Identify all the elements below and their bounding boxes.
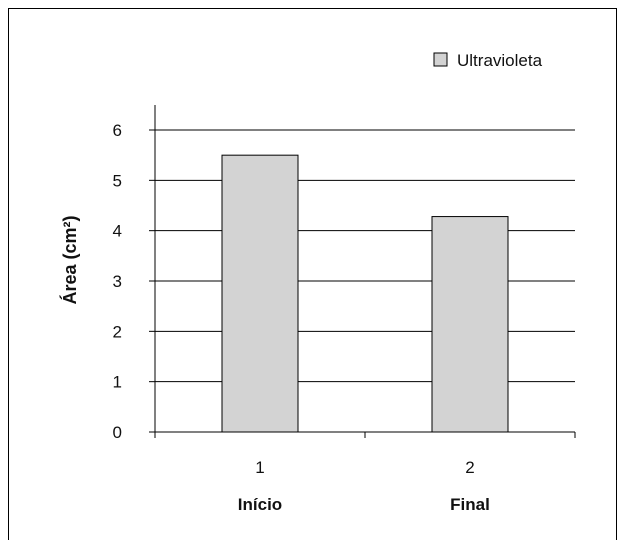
y-axis-title: Área (cm²) xyxy=(59,215,80,304)
x-tick-label: 1 xyxy=(255,458,264,477)
x-tick-label: 2 xyxy=(465,458,474,477)
y-tick-label: 6 xyxy=(113,121,122,140)
gridlines xyxy=(155,129,575,383)
legend-swatch xyxy=(433,52,448,67)
bar-2 xyxy=(431,216,509,433)
y-tick-label: 3 xyxy=(113,272,122,291)
category-name-label: Início xyxy=(238,495,282,514)
legend: Ultravioleta xyxy=(433,51,543,70)
y-tick-label: 4 xyxy=(113,222,122,241)
bars xyxy=(221,154,509,433)
y-tick-label: 0 xyxy=(113,423,122,442)
y-tick-label: 1 xyxy=(113,373,122,392)
y-tick-label: 2 xyxy=(113,322,122,341)
legend-label: Ultravioleta xyxy=(457,51,543,70)
bar-1 xyxy=(221,154,299,433)
chart-frame xyxy=(8,8,617,540)
y-axis-ticks: 0 1 2 3 4 5 6 xyxy=(113,121,155,442)
x-axis-ticks: 1 Início 2 Final xyxy=(238,432,576,514)
y-tick-label: 5 xyxy=(113,171,122,190)
category-name-label: Final xyxy=(450,495,490,514)
